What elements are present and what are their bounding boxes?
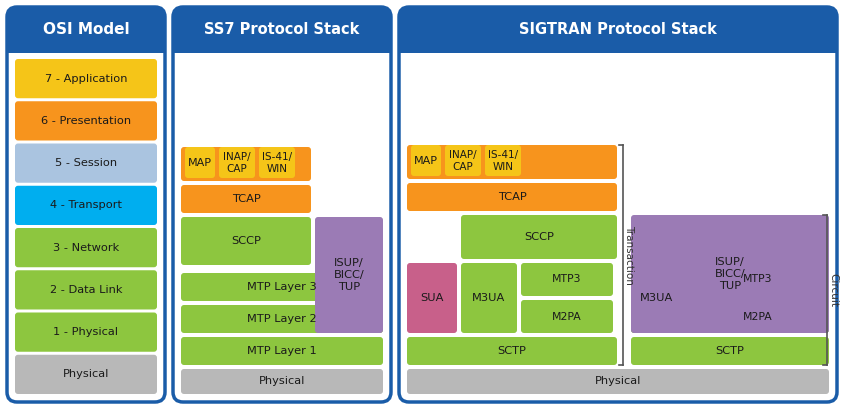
Text: M3UA: M3UA: [640, 293, 673, 303]
FancyBboxPatch shape: [181, 217, 311, 265]
Bar: [7, 30, 165, 53]
FancyBboxPatch shape: [686, 300, 828, 333]
Text: 6 - Presentation: 6 - Presentation: [41, 116, 131, 126]
FancyBboxPatch shape: [407, 263, 457, 333]
Bar: [398, 30, 836, 53]
Text: M3UA: M3UA: [472, 293, 505, 303]
FancyBboxPatch shape: [15, 270, 157, 310]
FancyBboxPatch shape: [7, 7, 165, 402]
FancyBboxPatch shape: [686, 263, 828, 296]
FancyBboxPatch shape: [521, 263, 612, 296]
FancyBboxPatch shape: [407, 183, 616, 211]
Text: ISUP/
BICC/
TUP: ISUP/ BICC/ TUP: [333, 258, 364, 292]
Text: INAP/
CAP: INAP/ CAP: [449, 150, 476, 172]
FancyBboxPatch shape: [630, 263, 682, 333]
FancyBboxPatch shape: [15, 228, 157, 267]
Text: SCTP: SCTP: [497, 346, 526, 356]
FancyBboxPatch shape: [181, 147, 311, 181]
FancyBboxPatch shape: [315, 217, 382, 333]
FancyBboxPatch shape: [181, 337, 382, 365]
Text: 7 - Application: 7 - Application: [45, 74, 127, 83]
FancyBboxPatch shape: [173, 7, 391, 53]
Text: SCCP: SCCP: [523, 232, 554, 242]
FancyBboxPatch shape: [181, 369, 382, 394]
FancyBboxPatch shape: [410, 145, 441, 176]
Text: TCAP: TCAP: [231, 194, 260, 204]
FancyBboxPatch shape: [407, 145, 616, 179]
Text: MTP3: MTP3: [552, 274, 581, 285]
FancyBboxPatch shape: [181, 273, 382, 301]
Text: 2 - Data Link: 2 - Data Link: [50, 285, 122, 295]
FancyBboxPatch shape: [15, 312, 157, 352]
FancyBboxPatch shape: [15, 59, 157, 98]
FancyBboxPatch shape: [630, 215, 828, 333]
FancyBboxPatch shape: [7, 7, 165, 53]
Text: Physical: Physical: [62, 369, 109, 380]
FancyBboxPatch shape: [15, 186, 157, 225]
Text: INAP/
CAP: INAP/ CAP: [223, 152, 251, 174]
Text: 5 - Session: 5 - Session: [55, 158, 117, 168]
FancyBboxPatch shape: [173, 7, 391, 402]
FancyBboxPatch shape: [219, 147, 255, 178]
FancyBboxPatch shape: [484, 145, 521, 176]
Text: SUA: SUA: [419, 293, 443, 303]
Text: Transaction: Transaction: [623, 225, 633, 285]
Text: IS-41/
WIN: IS-41/ WIN: [487, 150, 517, 172]
FancyBboxPatch shape: [461, 215, 616, 259]
Text: Physical: Physical: [258, 377, 305, 387]
FancyBboxPatch shape: [185, 147, 214, 178]
Text: SCCP: SCCP: [230, 236, 261, 246]
FancyBboxPatch shape: [630, 337, 828, 365]
Text: Circuit: Circuit: [827, 273, 837, 307]
Text: MTP3: MTP3: [743, 274, 771, 285]
FancyBboxPatch shape: [461, 263, 517, 333]
Text: Physical: Physical: [594, 377, 641, 387]
FancyBboxPatch shape: [521, 300, 612, 333]
FancyBboxPatch shape: [407, 337, 616, 365]
FancyBboxPatch shape: [181, 305, 382, 333]
Text: ISUP/
BICC/
TUP: ISUP/ BICC/ TUP: [714, 257, 744, 291]
Text: SIGTRAN Protocol Stack: SIGTRAN Protocol Stack: [518, 22, 716, 38]
FancyBboxPatch shape: [15, 101, 157, 141]
FancyBboxPatch shape: [398, 7, 836, 402]
FancyBboxPatch shape: [15, 355, 157, 394]
Text: MTP Layer 3: MTP Layer 3: [246, 282, 316, 292]
FancyBboxPatch shape: [407, 369, 828, 394]
Bar: [173, 30, 391, 53]
Text: M2PA: M2PA: [742, 312, 772, 321]
FancyBboxPatch shape: [181, 185, 311, 213]
FancyBboxPatch shape: [398, 7, 836, 53]
Text: IS-41/
WIN: IS-41/ WIN: [262, 152, 292, 174]
Text: MAP: MAP: [414, 156, 437, 166]
Text: SS7 Protocol Stack: SS7 Protocol Stack: [204, 22, 360, 38]
Text: 1 - Physical: 1 - Physical: [53, 327, 118, 337]
Text: TCAP: TCAP: [497, 192, 526, 202]
Text: OSI Model: OSI Model: [43, 22, 129, 38]
Text: 4 - Transport: 4 - Transport: [50, 200, 122, 210]
Text: MAP: MAP: [187, 158, 212, 168]
FancyBboxPatch shape: [15, 144, 157, 183]
FancyBboxPatch shape: [259, 147, 295, 178]
Text: 3 - Network: 3 - Network: [53, 243, 119, 253]
Text: SCTP: SCTP: [715, 346, 744, 356]
Text: MTP Layer 1: MTP Layer 1: [246, 346, 316, 356]
FancyBboxPatch shape: [445, 145, 480, 176]
Text: MTP Layer 2: MTP Layer 2: [247, 314, 316, 324]
Text: M2PA: M2PA: [551, 312, 582, 321]
